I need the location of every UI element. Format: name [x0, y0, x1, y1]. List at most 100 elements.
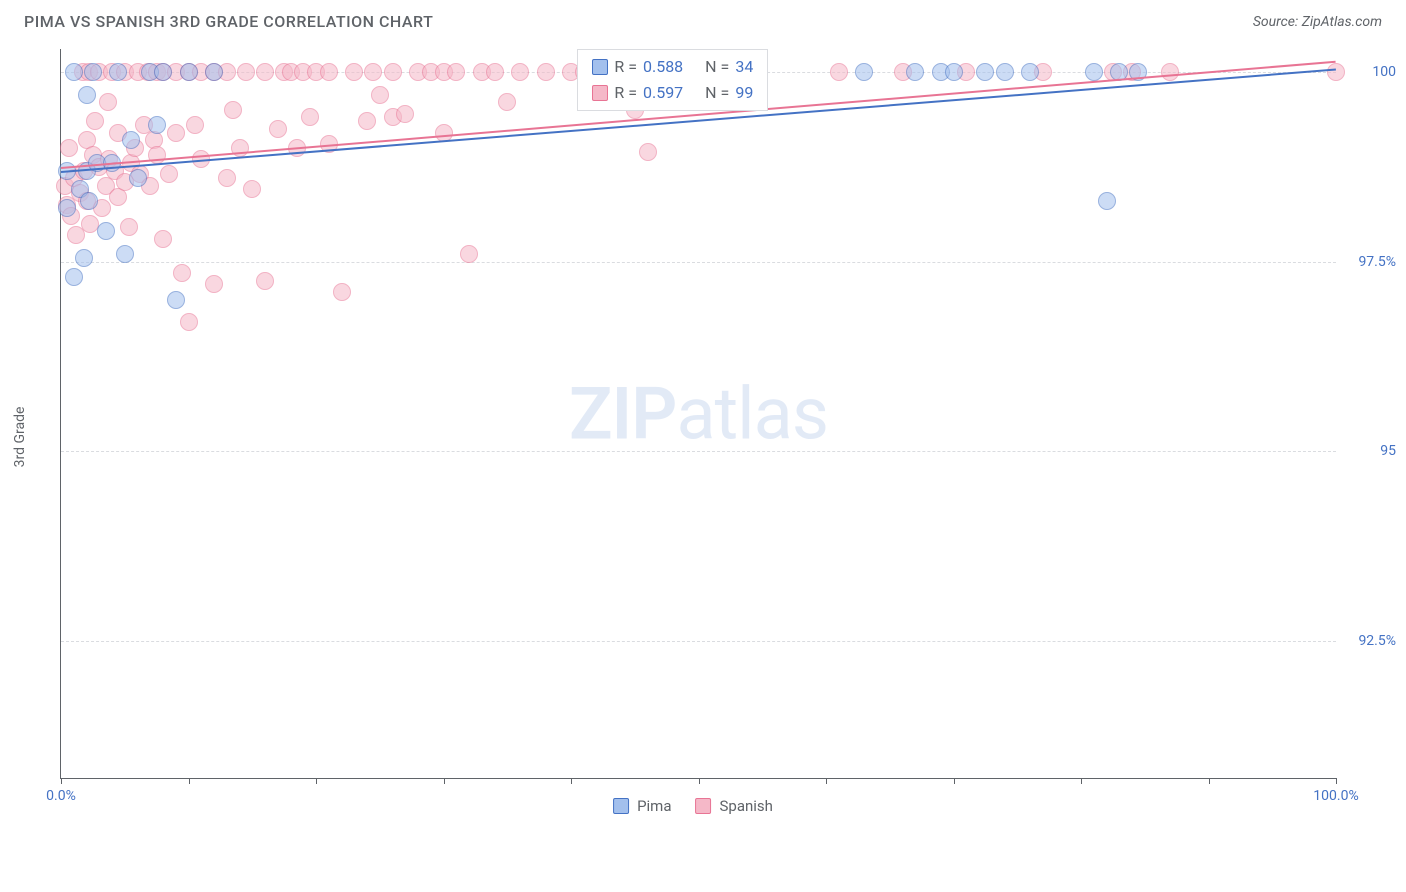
spanish-point [60, 139, 78, 157]
pima-point [58, 199, 76, 217]
stats-legend: R = 0.588 N = 34R = 0.597N = 99 [577, 49, 768, 111]
pima-point [65, 63, 83, 81]
spanish-point [243, 180, 261, 198]
pima-point [976, 63, 994, 81]
spanish-point [537, 63, 555, 81]
chart-title: PIMA VS SPANISH 3RD GRADE CORRELATION CH… [24, 12, 433, 31]
pima-point [180, 63, 198, 81]
x-tick [1081, 778, 1082, 784]
watermark-light: atlas [676, 371, 828, 456]
y-axis-label: 3rd Grade [12, 407, 28, 468]
spanish-point [173, 264, 191, 282]
x-tick [826, 778, 827, 784]
x-tick [699, 778, 700, 784]
spanish-point [224, 101, 242, 119]
spanish-point [160, 165, 178, 183]
spanish-point [320, 63, 338, 81]
chart-source: Source: ZipAtlas.com [1253, 14, 1382, 30]
y-tick-label: 95 [1380, 443, 1396, 459]
x-tick [316, 778, 317, 784]
stats-row-spanish: R = 0.597N = 99 [592, 80, 753, 106]
spanish-point [301, 108, 319, 126]
chart-header: PIMA VS SPANISH 3RD GRADE CORRELATION CH… [0, 0, 1406, 39]
pima-point [84, 63, 102, 81]
pima-point [65, 268, 83, 286]
spanish-point [460, 245, 478, 263]
pima-point [205, 63, 223, 81]
spanish-point [498, 93, 516, 111]
spanish-point [1327, 63, 1345, 81]
pima-point [75, 249, 93, 267]
x-tick [444, 778, 445, 784]
x-tick [954, 778, 955, 784]
spanish-point [1161, 63, 1179, 81]
y-tick-label: 100 [1372, 64, 1396, 80]
legend-spanish-label: Spanish [720, 797, 773, 815]
x-tick [61, 778, 62, 784]
x-tick [1209, 778, 1210, 784]
bottom-legend: Pima Spanish [613, 797, 773, 815]
spanish-point [396, 105, 414, 123]
x-tick [189, 778, 190, 784]
legend-item-spanish: Spanish [696, 797, 773, 815]
spanish-point [180, 313, 198, 331]
pima-point [906, 63, 924, 81]
r-prefix: R = [614, 54, 637, 80]
legend-pima-label: Pima [637, 797, 671, 815]
pima-point [855, 63, 873, 81]
spanish-point [86, 112, 104, 130]
spanish-r-value: 0.597 [643, 80, 683, 106]
pima-point [116, 245, 134, 263]
spanish-point [256, 63, 274, 81]
spanish-point [371, 86, 389, 104]
spanish-point [269, 120, 287, 138]
pima-point [1085, 63, 1103, 81]
pima-point [167, 291, 185, 309]
spanish-point [154, 230, 172, 248]
spanish-point [205, 275, 223, 293]
gridline [61, 641, 1336, 642]
x-tick [1336, 778, 1337, 784]
spanish-point [256, 272, 274, 290]
pima-point [78, 86, 96, 104]
x-tick-label: 100.0% [1313, 788, 1358, 804]
pima-point [996, 63, 1014, 81]
pima-swatch-icon [592, 59, 608, 75]
r-prefix: R = [614, 80, 637, 106]
spanish-n-value: 99 [735, 80, 753, 106]
spanish-point [364, 63, 382, 81]
spanish-point [186, 116, 204, 134]
chart-container: 3rd Grade ZIPatlas 92.5%9597.5%1000.0%10… [50, 39, 1336, 819]
spanish-point [639, 143, 657, 161]
y-tick-label: 92.5% [1358, 633, 1396, 649]
spanish-point [830, 63, 848, 81]
pima-point [148, 116, 166, 134]
legend-item-pima: Pima [613, 797, 671, 815]
pima-point [80, 192, 98, 210]
spanish-swatch-icon [592, 85, 608, 101]
spanish-point [358, 112, 376, 130]
gridline [61, 262, 1336, 263]
pima-point [1021, 63, 1039, 81]
spanish-point [218, 169, 236, 187]
pima-point [97, 222, 115, 240]
spanish-point [486, 63, 504, 81]
pima-point [122, 131, 140, 149]
source-prefix: Source: [1253, 14, 1302, 30]
watermark: ZIPatlas [569, 371, 828, 456]
x-tick [571, 778, 572, 784]
stats-row-pima: R = 0.588 N = 34 [592, 54, 753, 80]
spanish-point [237, 63, 255, 81]
pima-point [109, 63, 127, 81]
source-name: ZipAtlas.com [1302, 14, 1382, 30]
spanish-point [384, 63, 402, 81]
pima-r-value: 0.588 [643, 54, 683, 80]
n-prefix: N = [705, 54, 729, 80]
spanish-point [148, 146, 166, 164]
spanish-swatch-icon [696, 798, 712, 814]
spanish-point [333, 283, 351, 301]
spanish-point [99, 93, 117, 111]
y-tick-label: 97.5% [1358, 254, 1396, 270]
pima-n-value: 34 [735, 54, 753, 80]
pima-point [154, 63, 172, 81]
